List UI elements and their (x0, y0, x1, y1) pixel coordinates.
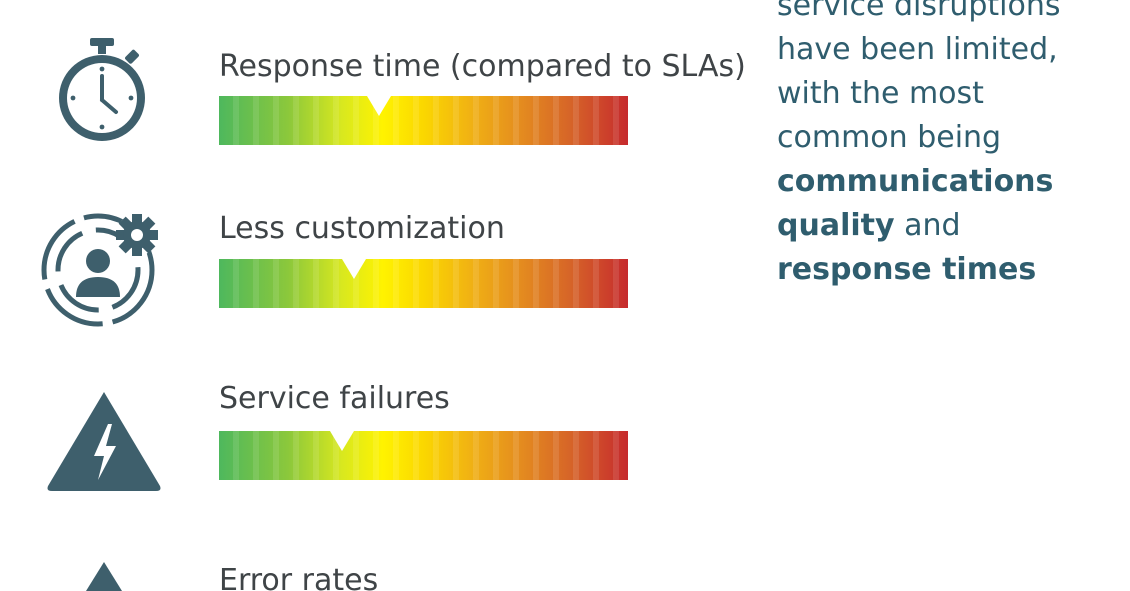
metric-bar-less-customization (219, 259, 628, 308)
stopwatch-icon (59, 38, 145, 141)
callout-emphasis: communications (777, 164, 1054, 199)
callout-line: have been limited, (777, 32, 1058, 67)
callout-emphasis: quality (777, 208, 895, 243)
callout-line: service disruptions (777, 0, 1061, 23)
metric-label-response-time: Response time (compared to SLAs) (219, 49, 746, 84)
bar-gradient (219, 431, 628, 480)
callout-text: service disruptions have been limited, w… (777, 0, 1107, 292)
bar-marker (329, 431, 354, 451)
warning-icon (86, 562, 122, 591)
metric-label-service-failures: Service failures (219, 381, 450, 416)
bar-marker (341, 259, 366, 279)
warning-lightning-icon (47, 392, 161, 491)
bar-gradient (219, 96, 628, 145)
callout-line: and (894, 208, 961, 243)
user-gear-icon (41, 213, 158, 327)
metric-label-error-rates: Error rates (219, 563, 379, 591)
bar-gradient (219, 259, 628, 308)
bar-banding (219, 259, 628, 308)
bar-marker (366, 96, 391, 116)
bar-banding (219, 96, 628, 145)
callout-line: common being (777, 120, 1002, 155)
callout-emphasis: response times (777, 252, 1037, 287)
bar-banding (219, 431, 628, 480)
metric-bar-response-time (219, 96, 628, 145)
metric-bar-service-failures (219, 431, 628, 480)
metric-label-less-customization: Less customization (219, 211, 505, 246)
callout-line: with the most (777, 76, 984, 111)
